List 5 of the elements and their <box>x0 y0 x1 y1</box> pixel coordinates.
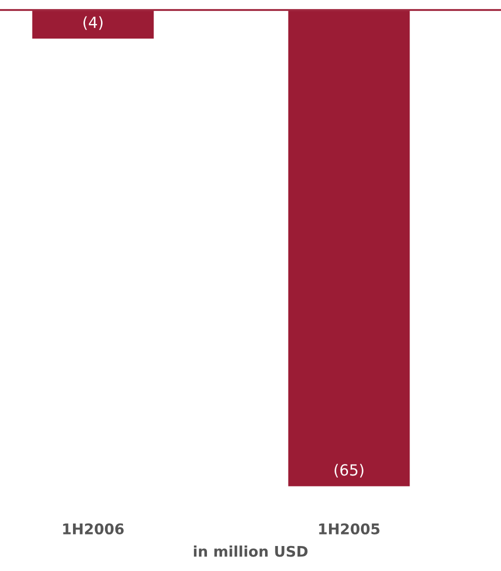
x-axis-title: in million USD <box>194 546 308 557</box>
x-tick-label: 1H2006 <box>63 523 124 534</box>
data-label: (65) <box>334 464 364 478</box>
x-tick-label: 1H2005 <box>319 523 380 534</box>
data-label: (4) <box>83 16 103 30</box>
